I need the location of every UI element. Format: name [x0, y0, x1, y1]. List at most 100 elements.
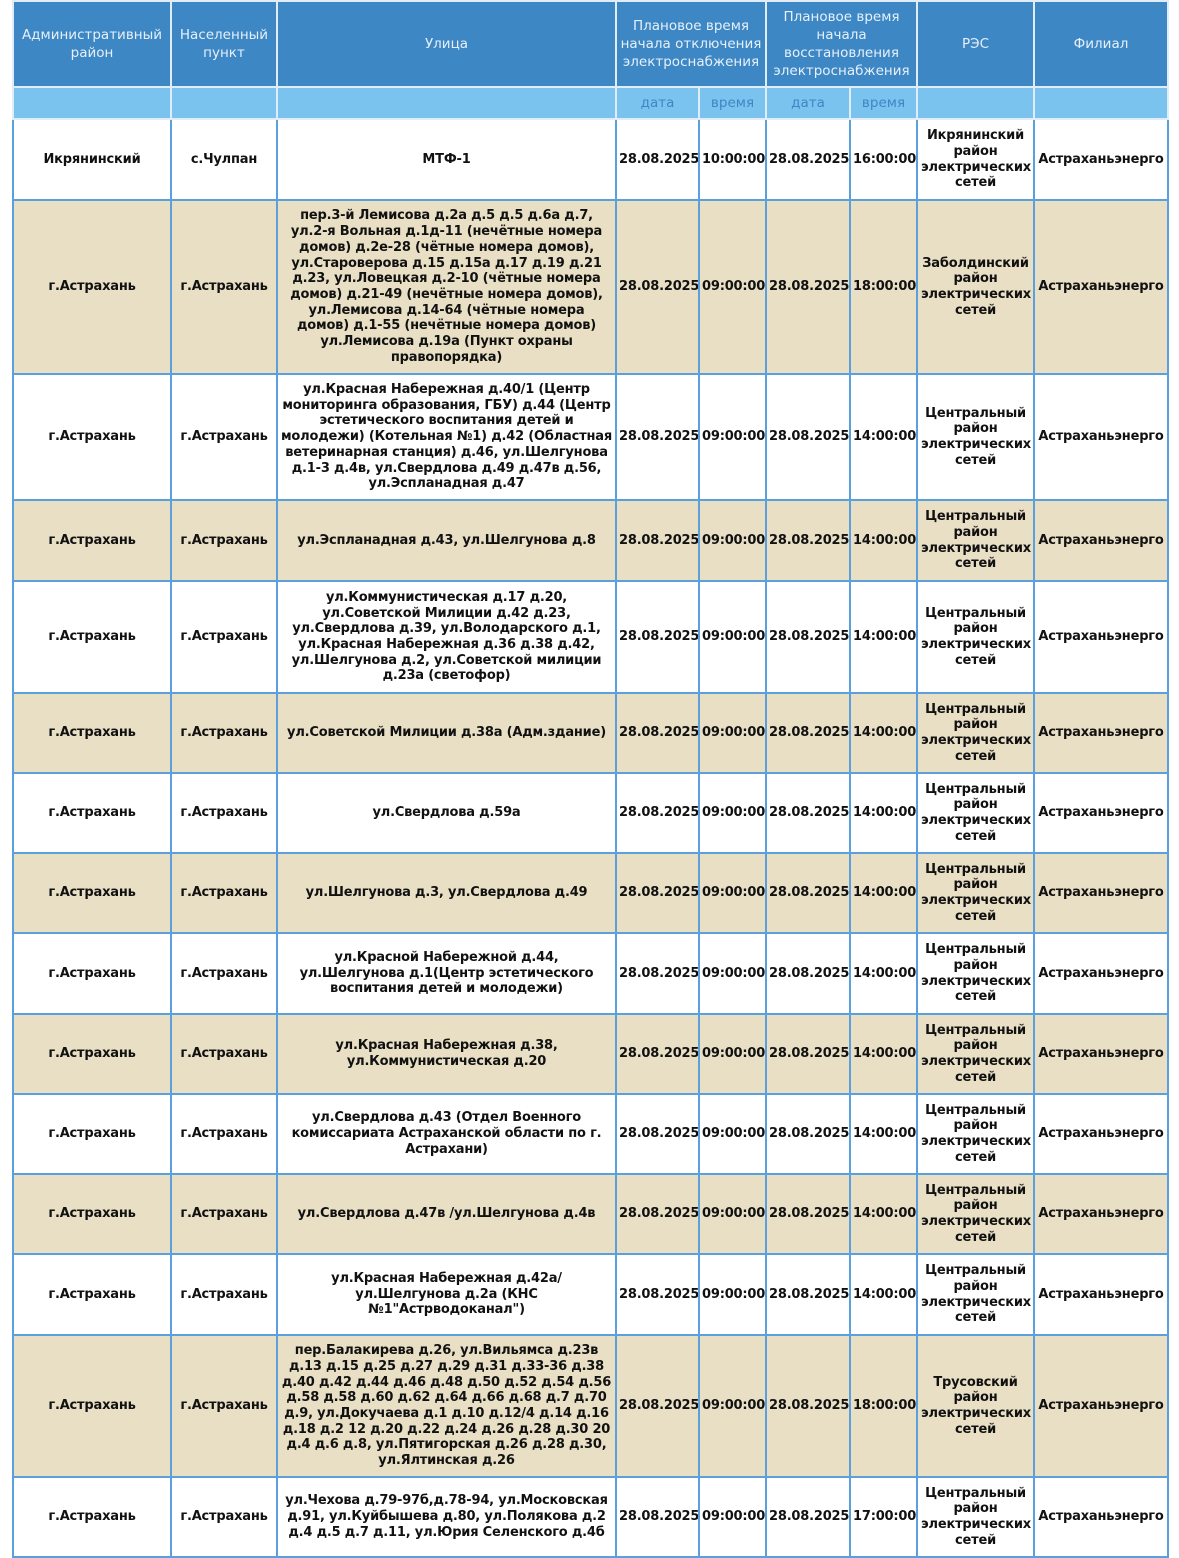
cell-restore-time: 14:00:00: [849, 772, 918, 854]
cell-off-time: 09:00:00: [698, 932, 767, 1015]
table-row: г.Астрахань г.Астрахань ул.Советской Милиц…: [12, 692, 1169, 774]
table-row: г.Астрахань г.Астрахань ул.Красная Набереж…: [12, 1013, 1169, 1095]
cell-locality: г.Астрахань: [170, 852, 278, 934]
table-row: г.Астрахань г.Астрахань ул.Красная Набереж…: [12, 1253, 1169, 1336]
table-row: г.Астрахань г.Астрахань ул.Красная Набереж…: [12, 373, 1169, 501]
cell-res: Икрянинский район электрических сетей: [916, 118, 1035, 201]
cell-branch: Астраханьэнерго: [1033, 1013, 1169, 1095]
cell-restore-time: 14:00:00: [849, 1253, 918, 1336]
cell-off-date: 28.08.2025: [615, 499, 700, 582]
table-row: г.Астрахань г.Астрахань ул.Красной Набереж…: [12, 932, 1169, 1015]
cell-restore-date: 28.08.2025: [765, 373, 851, 501]
cell-restore-time: 14:00:00: [849, 692, 918, 774]
cell-branch: Астраханьэнерго: [1033, 772, 1169, 854]
cell-res: Центральный район электрических сетей: [916, 692, 1035, 774]
cell-locality: г.Астрахань: [170, 499, 278, 582]
cell-off-date: 28.08.2025: [615, 852, 700, 934]
cell-res: Центральный район электрических сетей: [916, 932, 1035, 1015]
cell-admin-district: г.Астрахань: [12, 1093, 172, 1175]
cell-off-date: 28.08.2025: [615, 199, 700, 375]
table-row: г.Астрахань г.Астрахань ул.Свердлова д.59а…: [12, 772, 1169, 854]
cell-branch: Астраханьэнерго: [1033, 1173, 1169, 1255]
cell-street: ул.Коммунистическая д.17 д.20, ул.Советс…: [276, 580, 617, 694]
cell-off-date: 28.08.2025: [615, 772, 700, 854]
subheader-off-time: время: [698, 86, 767, 120]
cell-admin-district: г.Астрахань: [12, 373, 172, 501]
cell-off-time: 09:00:00: [698, 692, 767, 774]
cell-restore-date: 28.08.2025: [765, 118, 851, 201]
cell-locality: г.Астрахань: [170, 692, 278, 774]
cell-locality: г.Астрахань: [170, 1173, 278, 1255]
cell-off-date: 28.08.2025: [615, 118, 700, 201]
cell-restore-time: 14:00:00: [849, 499, 918, 582]
cell-res: Центральный район электрических сетей: [916, 772, 1035, 854]
subheader-empty: [170, 86, 278, 120]
cell-admin-district: Икрянинский: [12, 118, 172, 201]
cell-branch: Астраханьэнерго: [1033, 932, 1169, 1015]
cell-res: Центральный район электрических сетей: [916, 499, 1035, 582]
cell-street: ул.Красной Набережной д.44, ул.Шелгунова…: [276, 932, 617, 1015]
cell-admin-district: г.Астрахань: [12, 772, 172, 854]
table-row: г.Астрахань г.Астрахань ул.Чехова д.79-97б…: [12, 1476, 1169, 1558]
cell-restore-time: 14:00:00: [849, 1013, 918, 1095]
subheader-empty: [276, 86, 617, 120]
cell-admin-district: г.Астрахань: [12, 932, 172, 1015]
cell-res: Трусовский район электрических сетей: [916, 1334, 1035, 1478]
cell-locality: г.Астрахань: [170, 1334, 278, 1478]
cell-branch: Астраханьэнерго: [1033, 1253, 1169, 1336]
table-row: г.Астрахань г.Астрахань ул.Свердлова д.43 …: [12, 1093, 1169, 1175]
cell-restore-date: 28.08.2025: [765, 1334, 851, 1478]
cell-branch: Астраханьэнерго: [1033, 692, 1169, 774]
col-header-admin-district: Административный район: [12, 0, 172, 88]
cell-res: Центральный район электрических сетей: [916, 1093, 1035, 1175]
cell-res: Центральный район электрических сетей: [916, 1253, 1035, 1336]
cell-street: ул.Советской Милиции д.38а (Адм.здание): [276, 692, 617, 774]
cell-locality: г.Астрахань: [170, 199, 278, 375]
cell-restore-time: 14:00:00: [849, 932, 918, 1015]
cell-street: ул.Красная Набережная д.40/1 (Центр мони…: [276, 373, 617, 501]
cell-branch: Астраханьэнерго: [1033, 1093, 1169, 1175]
cell-res: Центральный район электрических сетей: [916, 580, 1035, 694]
cell-restore-date: 28.08.2025: [765, 1013, 851, 1095]
cell-branch: Астраханьэнерго: [1033, 373, 1169, 501]
cell-restore-date: 28.08.2025: [765, 692, 851, 774]
cell-off-date: 28.08.2025: [615, 692, 700, 774]
cell-locality: г.Астрахань: [170, 373, 278, 501]
cell-street: ул.Свердлова д.43 (Отдел Военного комисс…: [276, 1093, 617, 1175]
cell-res: Центральный район электрических сетей: [916, 373, 1035, 501]
col-header-branch: Филиал: [1033, 0, 1169, 88]
table-row: г.Астрахань г.Астрахань ул.Коммунистическа…: [12, 580, 1169, 694]
col-header-locality: Населенный пункт: [170, 0, 278, 88]
cell-street: ул.Эспланадная д.43, ул.Шелгунова д.8: [276, 499, 617, 582]
cell-street: ул.Чехова д.79-97б,д.78-94, ул.Московска…: [276, 1476, 617, 1558]
cell-locality: г.Астрахань: [170, 580, 278, 694]
cell-res: Центральный район электрических сетей: [916, 1173, 1035, 1255]
cell-off-date: 28.08.2025: [615, 1093, 700, 1175]
cell-off-time: 09:00:00: [698, 1173, 767, 1255]
cell-off-time: 09:00:00: [698, 1253, 767, 1336]
cell-street: пер.Балакирева д.26, ул.Вильямса д.23в д…: [276, 1334, 617, 1478]
cell-restore-date: 28.08.2025: [765, 772, 851, 854]
cell-off-time: 09:00:00: [698, 580, 767, 694]
cell-street: ул.Свердлова д.47в /ул.Шелгунова д.4в: [276, 1173, 617, 1255]
col-header-res: РЭС: [916, 0, 1035, 88]
cell-restore-time: 14:00:00: [849, 580, 918, 694]
cell-locality: г.Астрахань: [170, 1013, 278, 1095]
table-row: г.Астрахань г.Астрахань ул.Шелгунова д.3, …: [12, 852, 1169, 934]
cell-admin-district: г.Астрахань: [12, 1253, 172, 1336]
cell-off-time: 09:00:00: [698, 1013, 767, 1095]
cell-locality: г.Астрахань: [170, 1093, 278, 1175]
cell-admin-district: г.Астрахань: [12, 499, 172, 582]
cell-restore-date: 28.08.2025: [765, 932, 851, 1015]
cell-locality: с.Чулпан: [170, 118, 278, 201]
cell-street: ул.Красная Набережная д.38, ул.Коммунист…: [276, 1013, 617, 1095]
cell-off-date: 28.08.2025: [615, 1476, 700, 1558]
cell-off-time: 09:00:00: [698, 1334, 767, 1478]
cell-restore-time: 14:00:00: [849, 1093, 918, 1175]
cell-locality: г.Астрахань: [170, 772, 278, 854]
cell-restore-date: 28.08.2025: [765, 1173, 851, 1255]
cell-branch: Астраханьэнерго: [1033, 499, 1169, 582]
subheader-restore-time: время: [849, 86, 918, 120]
cell-res: Центральный район электрических сетей: [916, 1476, 1035, 1558]
cell-off-time: 09:00:00: [698, 1476, 767, 1558]
